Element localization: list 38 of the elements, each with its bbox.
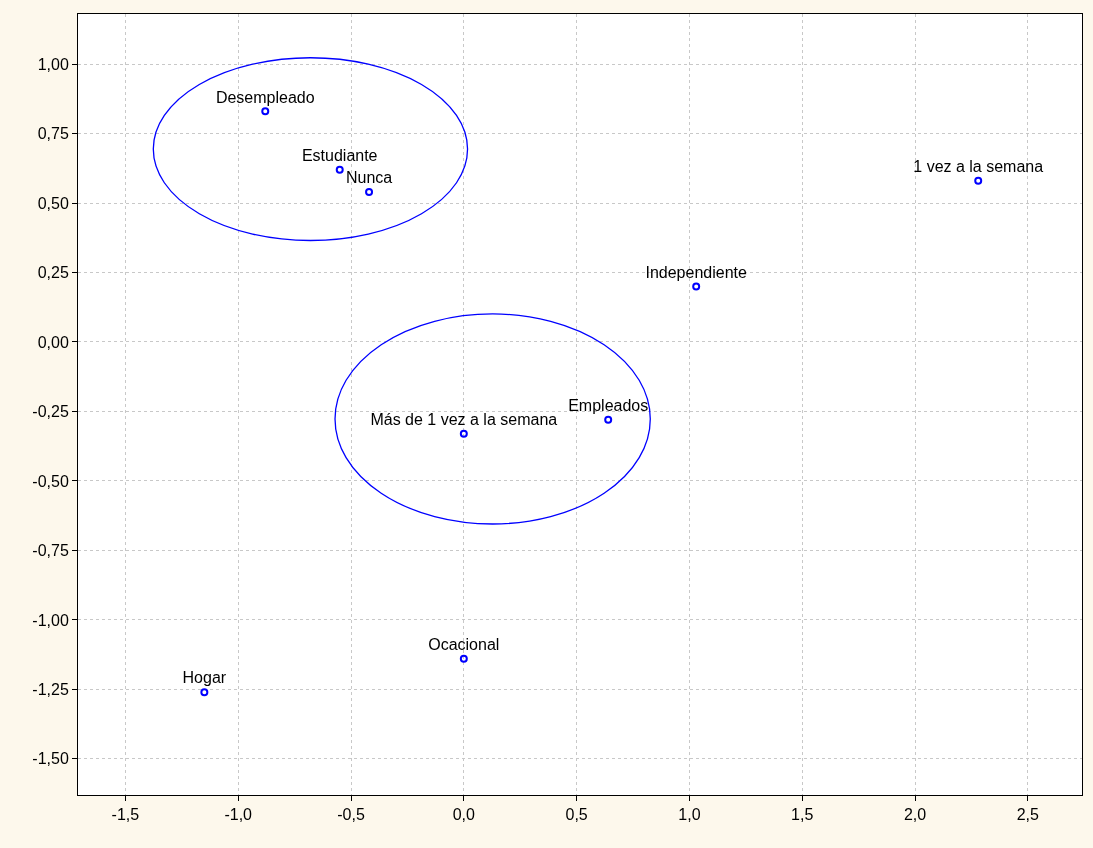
y-tick-label: -1,50 [32, 750, 69, 768]
y-tick-label: 0,75 [37, 125, 69, 143]
y-tick-label: -0,25 [32, 403, 69, 421]
y-tick-label: 1,00 [37, 55, 69, 73]
point [459, 654, 468, 663]
data-label: Hogar [182, 669, 227, 687]
x-tick-label: 1,0 [678, 806, 701, 824]
point [261, 107, 270, 116]
x-tick-label: -1,0 [224, 806, 253, 824]
x-tick-label: 2,0 [903, 806, 927, 824]
y-tick-label: 0,25 [37, 264, 69, 282]
x-tick-label: 1,5 [791, 806, 814, 824]
point [974, 176, 983, 185]
x-tick-label: 2,5 [1016, 806, 1040, 824]
data-label: Ocacional [428, 636, 500, 654]
data-label: 1 vez a la semana [913, 158, 1044, 176]
point [692, 282, 701, 291]
x-tick-label: 0,0 [452, 806, 476, 824]
y-tick-label: -0,75 [32, 542, 69, 560]
point [335, 165, 344, 174]
data-label: Más de 1 vez a la semana [370, 410, 558, 428]
x-tick-label: 0,5 [565, 806, 588, 824]
data-label: Desempleado [215, 88, 315, 106]
y-tick-label: -1,25 [32, 680, 69, 698]
y-tick-label: -0,50 [32, 472, 69, 490]
y-tick-label: -1,00 [32, 611, 69, 629]
point [604, 415, 613, 424]
x-tick-label: -0,5 [337, 806, 365, 824]
x-tick-label: -1,5 [111, 806, 140, 824]
data-label: Empleados [568, 397, 649, 415]
data-label: Independiente [645, 263, 747, 281]
y-tick-label: 0,50 [37, 194, 69, 212]
y-tick-label: 0,00 [37, 333, 69, 351]
point [200, 688, 209, 697]
point [365, 187, 374, 196]
data-label: Estudiante [301, 146, 378, 164]
point [459, 429, 468, 438]
data-label: Nunca [345, 169, 393, 187]
